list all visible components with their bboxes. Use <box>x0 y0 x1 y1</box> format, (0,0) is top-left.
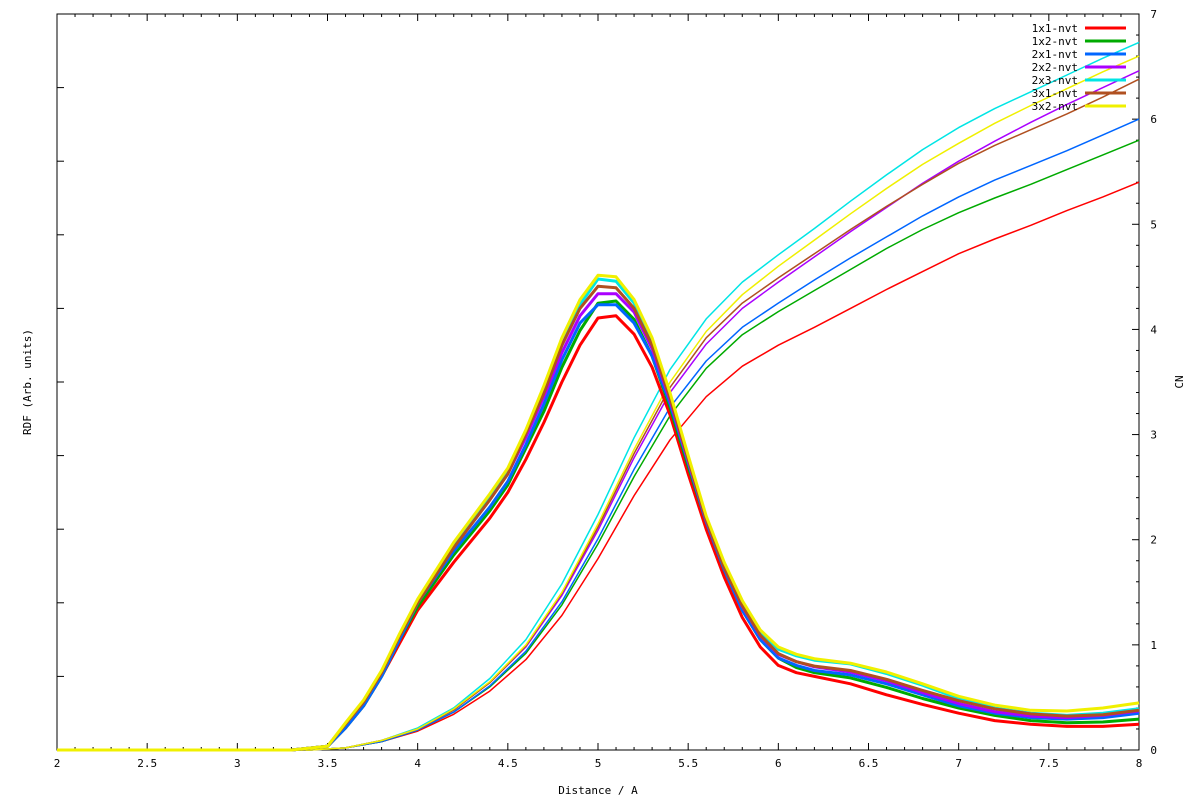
cn-line-3x1-nvt <box>57 78 1140 751</box>
x-axis-ticks: 2 2.5 3 3.5 4 4.5 5 5.5 6 6.5 7 7.5 8 <box>54 14 1143 770</box>
legend-label: 2x1-nvt <box>1032 48 1078 61</box>
y-right-tick-label: 2 <box>1150 534 1157 547</box>
legend-label: 2x2-nvt <box>1032 61 1078 74</box>
rdf-line-2x1-nvt <box>57 303 1140 752</box>
x-tick-label: 8 <box>1136 757 1143 770</box>
y-right-tick-label: 5 <box>1150 218 1157 231</box>
x-axis-title: Distance / A <box>558 784 638 797</box>
x-tick-label: 3 <box>234 757 241 770</box>
rdf-line-1x1-nvt <box>57 314 1140 752</box>
rdf-line-3x2-nvt <box>57 273 1140 752</box>
cn-line-3x2-nvt <box>57 55 1140 751</box>
y-right-tick-label: 4 <box>1150 323 1157 336</box>
x-tick-label: 5.5 <box>678 757 698 770</box>
y-left-axis-title: RDF (Arb. units) <box>21 329 34 435</box>
y-right-tick-label: 7 <box>1150 8 1157 21</box>
rdf-line-2x2-nvt <box>57 292 1140 752</box>
y-right-tick-label: 3 <box>1150 429 1157 442</box>
x-tick-label: 4.5 <box>498 757 518 770</box>
legend-label: 3x1-nvt <box>1032 87 1078 100</box>
left-axis-ticks <box>57 13 64 751</box>
legend: 1x1-nvt1x2-nvt2x1-nvt2x2-nvt2x3-nvt3x1-n… <box>1032 22 1126 113</box>
rdf-series-group <box>57 273 1140 752</box>
x-tick-label: 4 <box>414 757 421 770</box>
x-tick-label: 2.5 <box>137 757 157 770</box>
cn-line-1x1-nvt <box>57 181 1140 751</box>
x-tick-label: 6.5 <box>859 757 879 770</box>
x-tick-label: 3.5 <box>318 757 338 770</box>
x-tick-label: 7.5 <box>1039 757 1059 770</box>
legend-label: 1x1-nvt <box>1032 22 1078 35</box>
x-tick-label: 6 <box>775 757 782 770</box>
y-right-tick-label: 1 <box>1150 639 1157 652</box>
cn-line-2x3-nvt <box>57 41 1140 751</box>
rdf-line-3x1-nvt <box>57 284 1140 752</box>
cn-line-1x2-nvt <box>57 139 1140 751</box>
cn-line-2x2-nvt <box>57 70 1140 751</box>
x-tick-label: 5 <box>595 757 602 770</box>
cn-series-group <box>57 41 1140 751</box>
x-tick-label: 2 <box>54 757 61 770</box>
y-right-tick-label: 6 <box>1150 113 1157 126</box>
legend-label: 3x2-nvt <box>1032 100 1078 113</box>
cn-line-2x1-nvt <box>57 118 1140 751</box>
right-axis-ticks: 0 1 2 3 4 5 6 7 <box>1132 8 1157 757</box>
legend-label: 1x2-nvt <box>1032 35 1078 48</box>
y-right-axis-title: CN <box>1173 375 1186 388</box>
x-tick-label: 7 <box>955 757 962 770</box>
legend-label: 2x3-nvt <box>1032 74 1078 87</box>
plot-area-frame <box>56 13 1140 751</box>
y-right-tick-label: 0 <box>1150 744 1157 757</box>
